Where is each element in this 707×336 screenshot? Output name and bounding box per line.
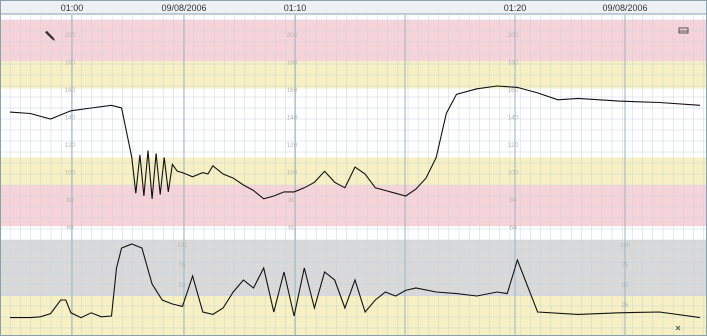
pencil-icon[interactable] <box>45 30 56 42</box>
fhr-tick-label: 120 <box>287 142 298 149</box>
time-label-3: 01:20 <box>504 3 527 13</box>
time-label-1: 01:00 <box>61 3 84 13</box>
fhr-band-pink <box>0 185 707 227</box>
date-label-1: 09/08/2006 <box>161 3 206 13</box>
fhr-tick-label: 160 <box>508 87 519 94</box>
uterine-tick-label: 75 <box>179 263 186 269</box>
close-icon[interactable] <box>675 325 681 331</box>
grid-minor <box>0 15 707 336</box>
uterine-trace <box>10 243 701 319</box>
uterine-panel-background <box>0 240 707 296</box>
fhr-band-white <box>0 88 707 158</box>
uterine-band-lower <box>0 296 707 336</box>
fhr-tick-label: 120 <box>65 142 76 149</box>
fhr-tick-label: 140 <box>508 114 519 121</box>
fhr-tick-label: 60 <box>509 224 517 231</box>
uterine-tick-label: 50 <box>179 283 186 289</box>
fhr-tick-label: 200 <box>65 32 76 39</box>
fhr-tick-label: 120 <box>508 142 519 149</box>
toolbar-icon[interactable] <box>678 27 689 34</box>
fhr-tick-label: 180 <box>508 59 519 66</box>
uterine-tick-label: 100 <box>620 243 631 249</box>
fhr-tick-label: 100 <box>287 169 298 176</box>
fhr-tick-label: 100 <box>65 169 76 176</box>
fhr-tick-label: 100 <box>508 169 519 176</box>
fhr-tick-label: 80 <box>288 197 296 204</box>
fhr-tick-label: 200 <box>287 32 298 39</box>
uterine-tick-label: 100 <box>177 243 188 249</box>
fhr-bands <box>0 20 707 336</box>
fhr-tick-label: 160 <box>287 87 298 94</box>
grid-major <box>71 15 626 336</box>
uterine-tick-label: 25 <box>622 303 629 309</box>
fhr-tick-label: 140 <box>287 114 298 121</box>
y-tick-labels: 200 200 200 180 180 180 160 160 160 140 140 140 120 1… <box>65 32 631 309</box>
fhr-trace <box>9 85 701 200</box>
fhr-tick-label: 60 <box>288 224 296 231</box>
fhr-tick-label: 60 <box>66 224 74 231</box>
fhr-band-pink <box>0 20 707 62</box>
fhr-tick-label: 140 <box>65 114 76 121</box>
uterine-tick-label: 50 <box>622 283 629 289</box>
header-bar <box>0 0 707 14</box>
fhr-tick-label: 160 <box>65 87 76 94</box>
fhr-tick-label: 180 <box>287 59 298 66</box>
fhr-tick-label: 80 <box>66 197 74 204</box>
fhr-tick-label: 180 <box>65 59 76 66</box>
date-label-2: 09/08/2006 <box>602 3 647 13</box>
fhr-tick-label: 200 <box>508 32 519 39</box>
uterine-tick-label: 75 <box>622 263 629 269</box>
time-label-2: 01:10 <box>284 3 307 13</box>
fhr-tick-label: 80 <box>509 197 517 204</box>
